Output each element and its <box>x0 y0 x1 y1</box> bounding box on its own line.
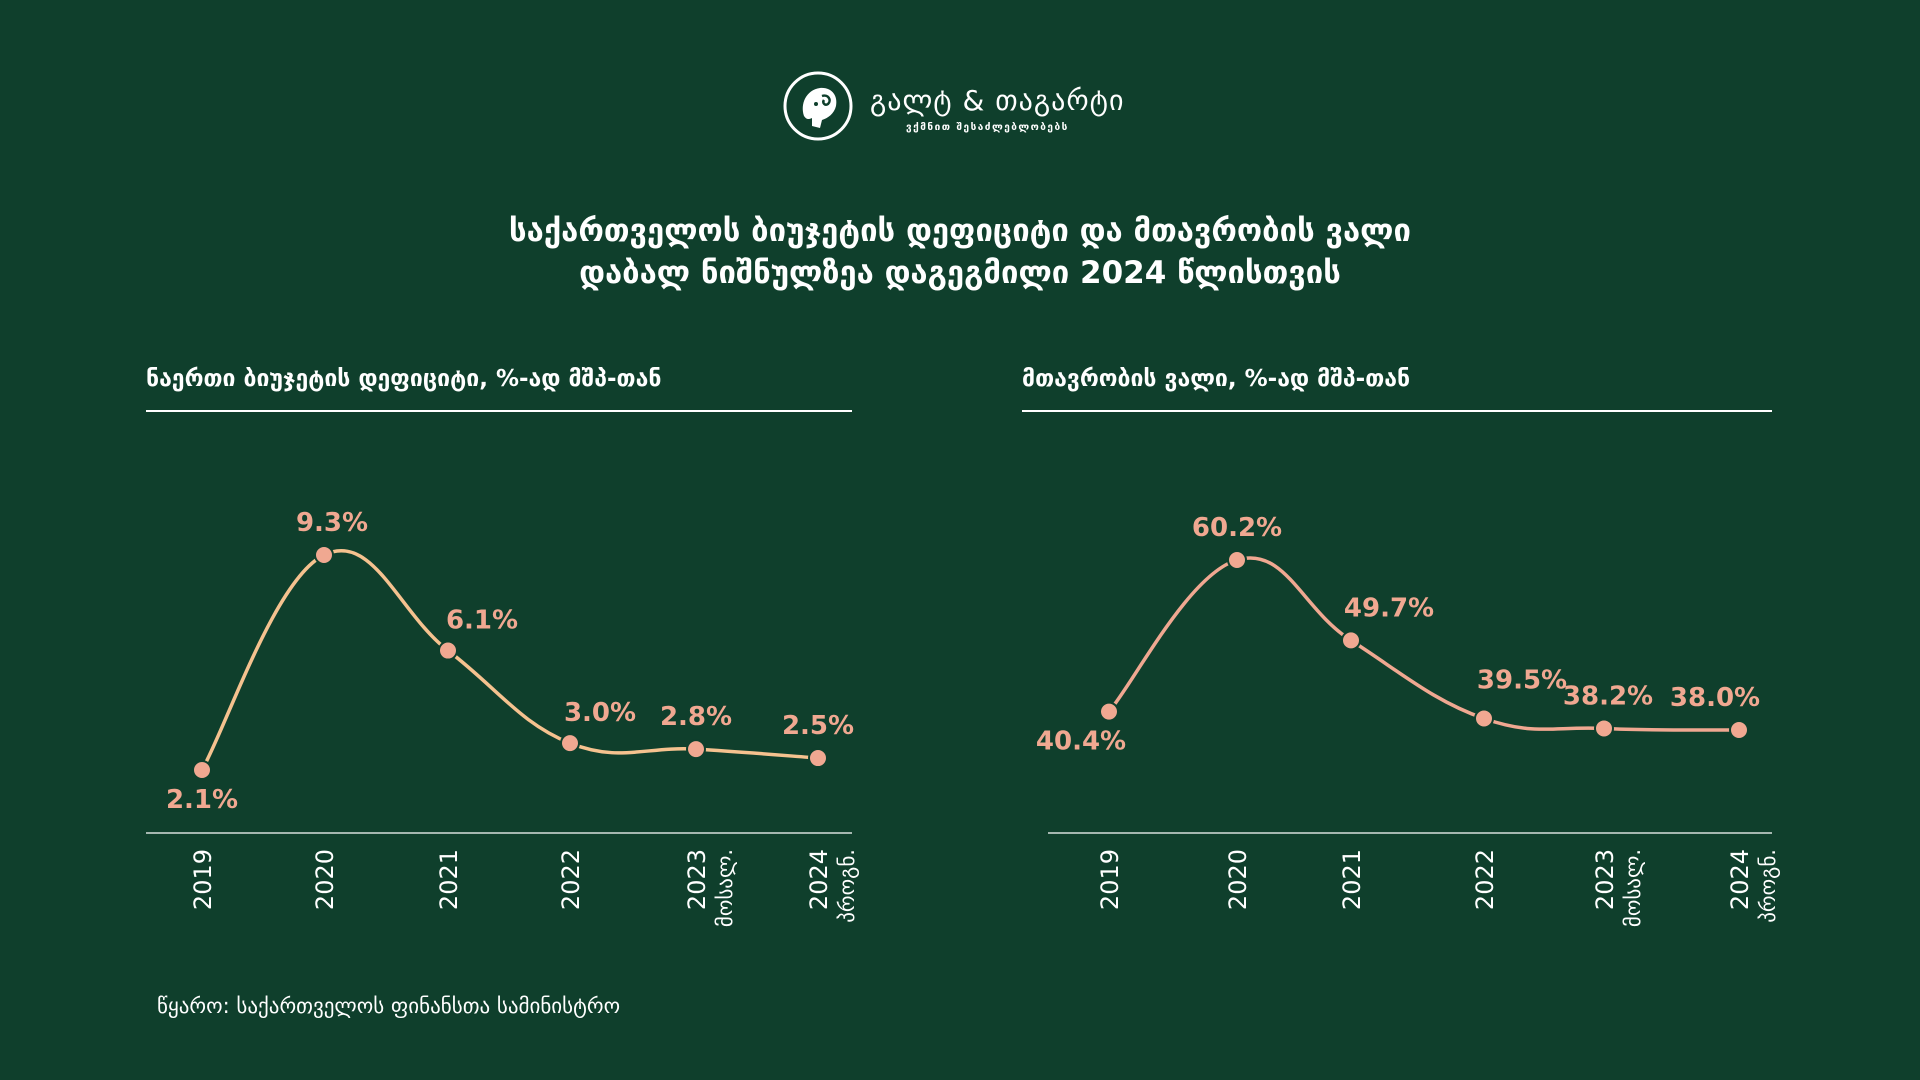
debt-point-2021 <box>1341 630 1361 651</box>
deficit-point-2022 <box>560 733 580 754</box>
deficit-point-2019 <box>192 760 212 780</box>
debt-data-label-2021: 49.7% <box>1344 593 1434 623</box>
debt-point-2024 <box>1729 720 1749 740</box>
deficit-tick-2024: 2024 <box>805 849 833 910</box>
debt-tick-sublabel-2023: მოსალ. <box>1621 849 1645 927</box>
debt-tick-2020: 2020 <box>1224 849 1252 910</box>
debt-chart-title: მთავრობის ვალი, %-ად მშპ-თან <box>1022 366 1411 392</box>
debt-tick-sublabel-2024: პროგნ. <box>1756 849 1780 923</box>
debt-data-label-2019: 40.4% <box>1036 727 1126 757</box>
deficit-data-label-2019: 2.1% <box>166 785 238 815</box>
deficit-data-label-2022: 3.0% <box>564 698 636 728</box>
debt-tick-2023: 2023 <box>1591 849 1619 910</box>
debt-data-label-2022: 39.5% <box>1477 666 1567 696</box>
brand-tagline: ვქმნით შესაძლებლობებს <box>906 122 1069 133</box>
deficit-point-2023 <box>686 739 706 760</box>
deficit-tick-2022: 2022 <box>557 849 585 910</box>
deficit-data-label-2024: 2.5% <box>782 711 854 741</box>
deficit-data-label-2023: 2.8% <box>660 702 732 732</box>
deficit-tick-sublabel-2024: პროგნ. <box>835 849 859 923</box>
debt-point-2019 <box>1099 701 1119 722</box>
deficit-tick-2023: 2023 <box>683 849 711 910</box>
deficit-tick-2021: 2021 <box>435 849 463 910</box>
deficit-point-2021 <box>438 640 458 661</box>
deficit-series-line <box>200 548 819 771</box>
deficit-data-label-2020: 9.3% <box>296 508 368 538</box>
deficit-chart-title: ნაერთი ბიუჯეტის დეფიციტი, %-ად მშპ-თან <box>146 366 662 392</box>
source-note: წყარო: საქართველოს ფინანსთა სამინისტრო <box>157 994 621 1018</box>
deficit-title-rule <box>146 410 852 412</box>
deficit-data-label-2021: 6.1% <box>446 606 518 636</box>
page-title: საქართველოს ბიუჯეტის დეფიციტი და მთავრობ… <box>260 210 1660 294</box>
debt-tick-2024: 2024 <box>1726 849 1754 910</box>
debt-data-label-2024: 38.0% <box>1670 683 1760 713</box>
brand-name: გალტ & თაგარტი <box>870 84 1125 117</box>
deficit-point-2020 <box>314 545 334 565</box>
debt-tick-2022: 2022 <box>1471 849 1499 910</box>
debt-title-rule <box>1022 410 1772 412</box>
debt-point-2023 <box>1594 718 1614 739</box>
debt-tick-2021: 2021 <box>1338 849 1366 910</box>
debt-tick-2019: 2019 <box>1096 849 1124 910</box>
deficit-tick-2020: 2020 <box>311 849 339 910</box>
debt-data-label-2023: 38.2% <box>1563 681 1653 711</box>
debt-point-2022 <box>1474 708 1494 729</box>
debt-point-2020 <box>1227 550 1247 570</box>
deficit-point-2024 <box>808 748 828 769</box>
deficit-tick-2019: 2019 <box>189 849 217 910</box>
title-line-2: დაბალ ნიშნულზეა დაგეგმილი 2024 წლისთვის <box>579 255 1341 291</box>
debt-data-label-2020: 60.2% <box>1192 513 1282 543</box>
title-line-1: საქართველოს ბიუჯეტის დეფიციტი და მთავრობ… <box>509 213 1411 249</box>
deficit-tick-sublabel-2023: მოსალ. <box>713 849 737 927</box>
brand-logo: გალტ & თაგარტი ვქმნით შესაძლებლობებს <box>782 70 1142 142</box>
ram-emblem-icon <box>783 71 853 141</box>
